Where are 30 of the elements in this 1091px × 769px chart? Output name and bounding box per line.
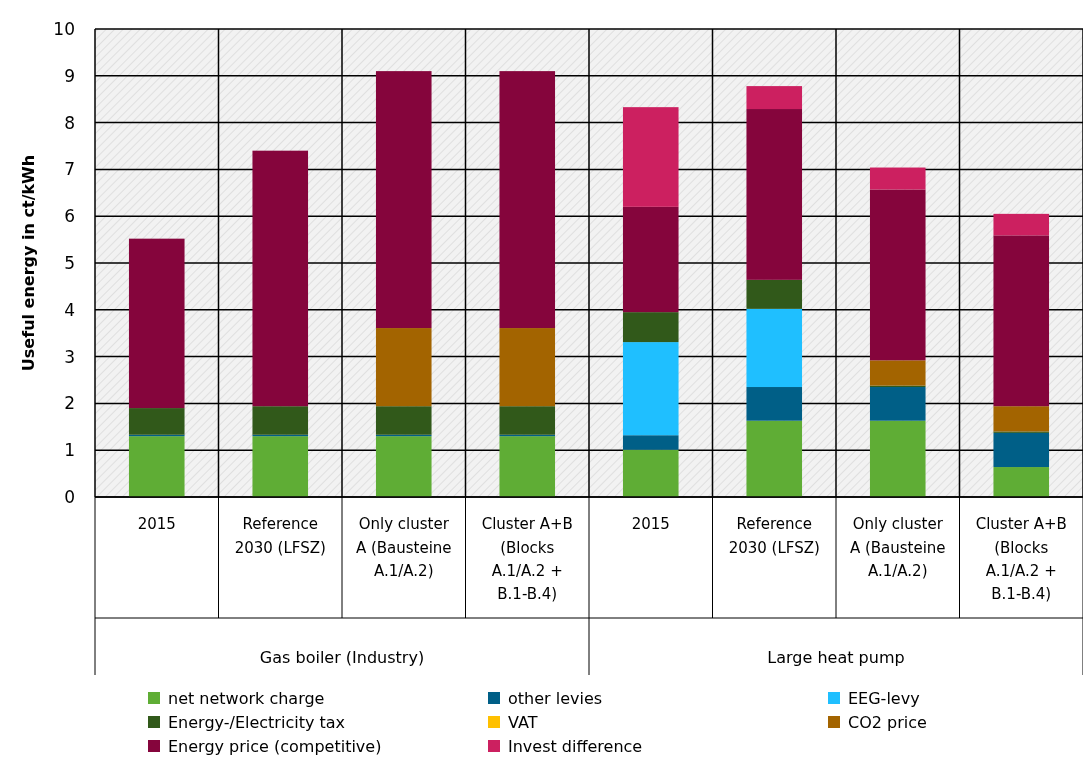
y-axis-title: Useful energy in ct/kWh	[19, 154, 38, 372]
x-tick-label: Reference 2030 (LFSZ)	[728, 515, 820, 557]
y-tick-label: 7	[64, 159, 75, 180]
y-tick-label: 5	[64, 252, 75, 273]
x-tick-label: Reference 2030 (LFSZ)	[234, 515, 326, 557]
legend-label: net network charge	[168, 688, 325, 708]
x-tick-label: Only cluster A (Bausteine A.1/A.2)	[849, 515, 946, 580]
y-tick-label: 1	[64, 440, 75, 461]
y-tick-label: 4	[64, 299, 75, 320]
legend-label: CO2 price	[848, 712, 927, 732]
x-tick-label: 2015	[137, 515, 176, 534]
legend-label: VAT	[508, 712, 538, 732]
legend-label: EEG-levy	[848, 688, 920, 708]
legend-label: Invest difference	[508, 736, 643, 756]
text: Large heat pump	[767, 648, 905, 667]
legend-label: Energy price (competitive)	[168, 736, 382, 756]
text: Gas boiler (Industry)	[259, 648, 425, 667]
x-tick-label: 2015	[631, 515, 670, 534]
legend-label: other levies	[508, 688, 603, 708]
y-tick-label: 3	[64, 346, 75, 367]
y-tick-label: 8	[64, 112, 75, 133]
x-tick-label: Only cluster A (Bausteine A.1/A.2)	[355, 515, 452, 580]
y-tick-label: 10	[53, 18, 75, 39]
y-tick-label: 6	[64, 206, 75, 227]
y-tick-label: 2	[64, 393, 75, 414]
y-tick-label: 0	[64, 486, 75, 507]
x-tick-label: Cluster A+B (Blocks A.1/A.2 + B.1-B.4)	[975, 515, 1067, 603]
x-tick-label: Cluster A+B (Blocks A.1/A.2 + B.1-B.4)	[481, 515, 573, 603]
legend-label: Energy-/Electricity tax	[168, 712, 346, 732]
y-tick-label: 9	[64, 65, 75, 86]
